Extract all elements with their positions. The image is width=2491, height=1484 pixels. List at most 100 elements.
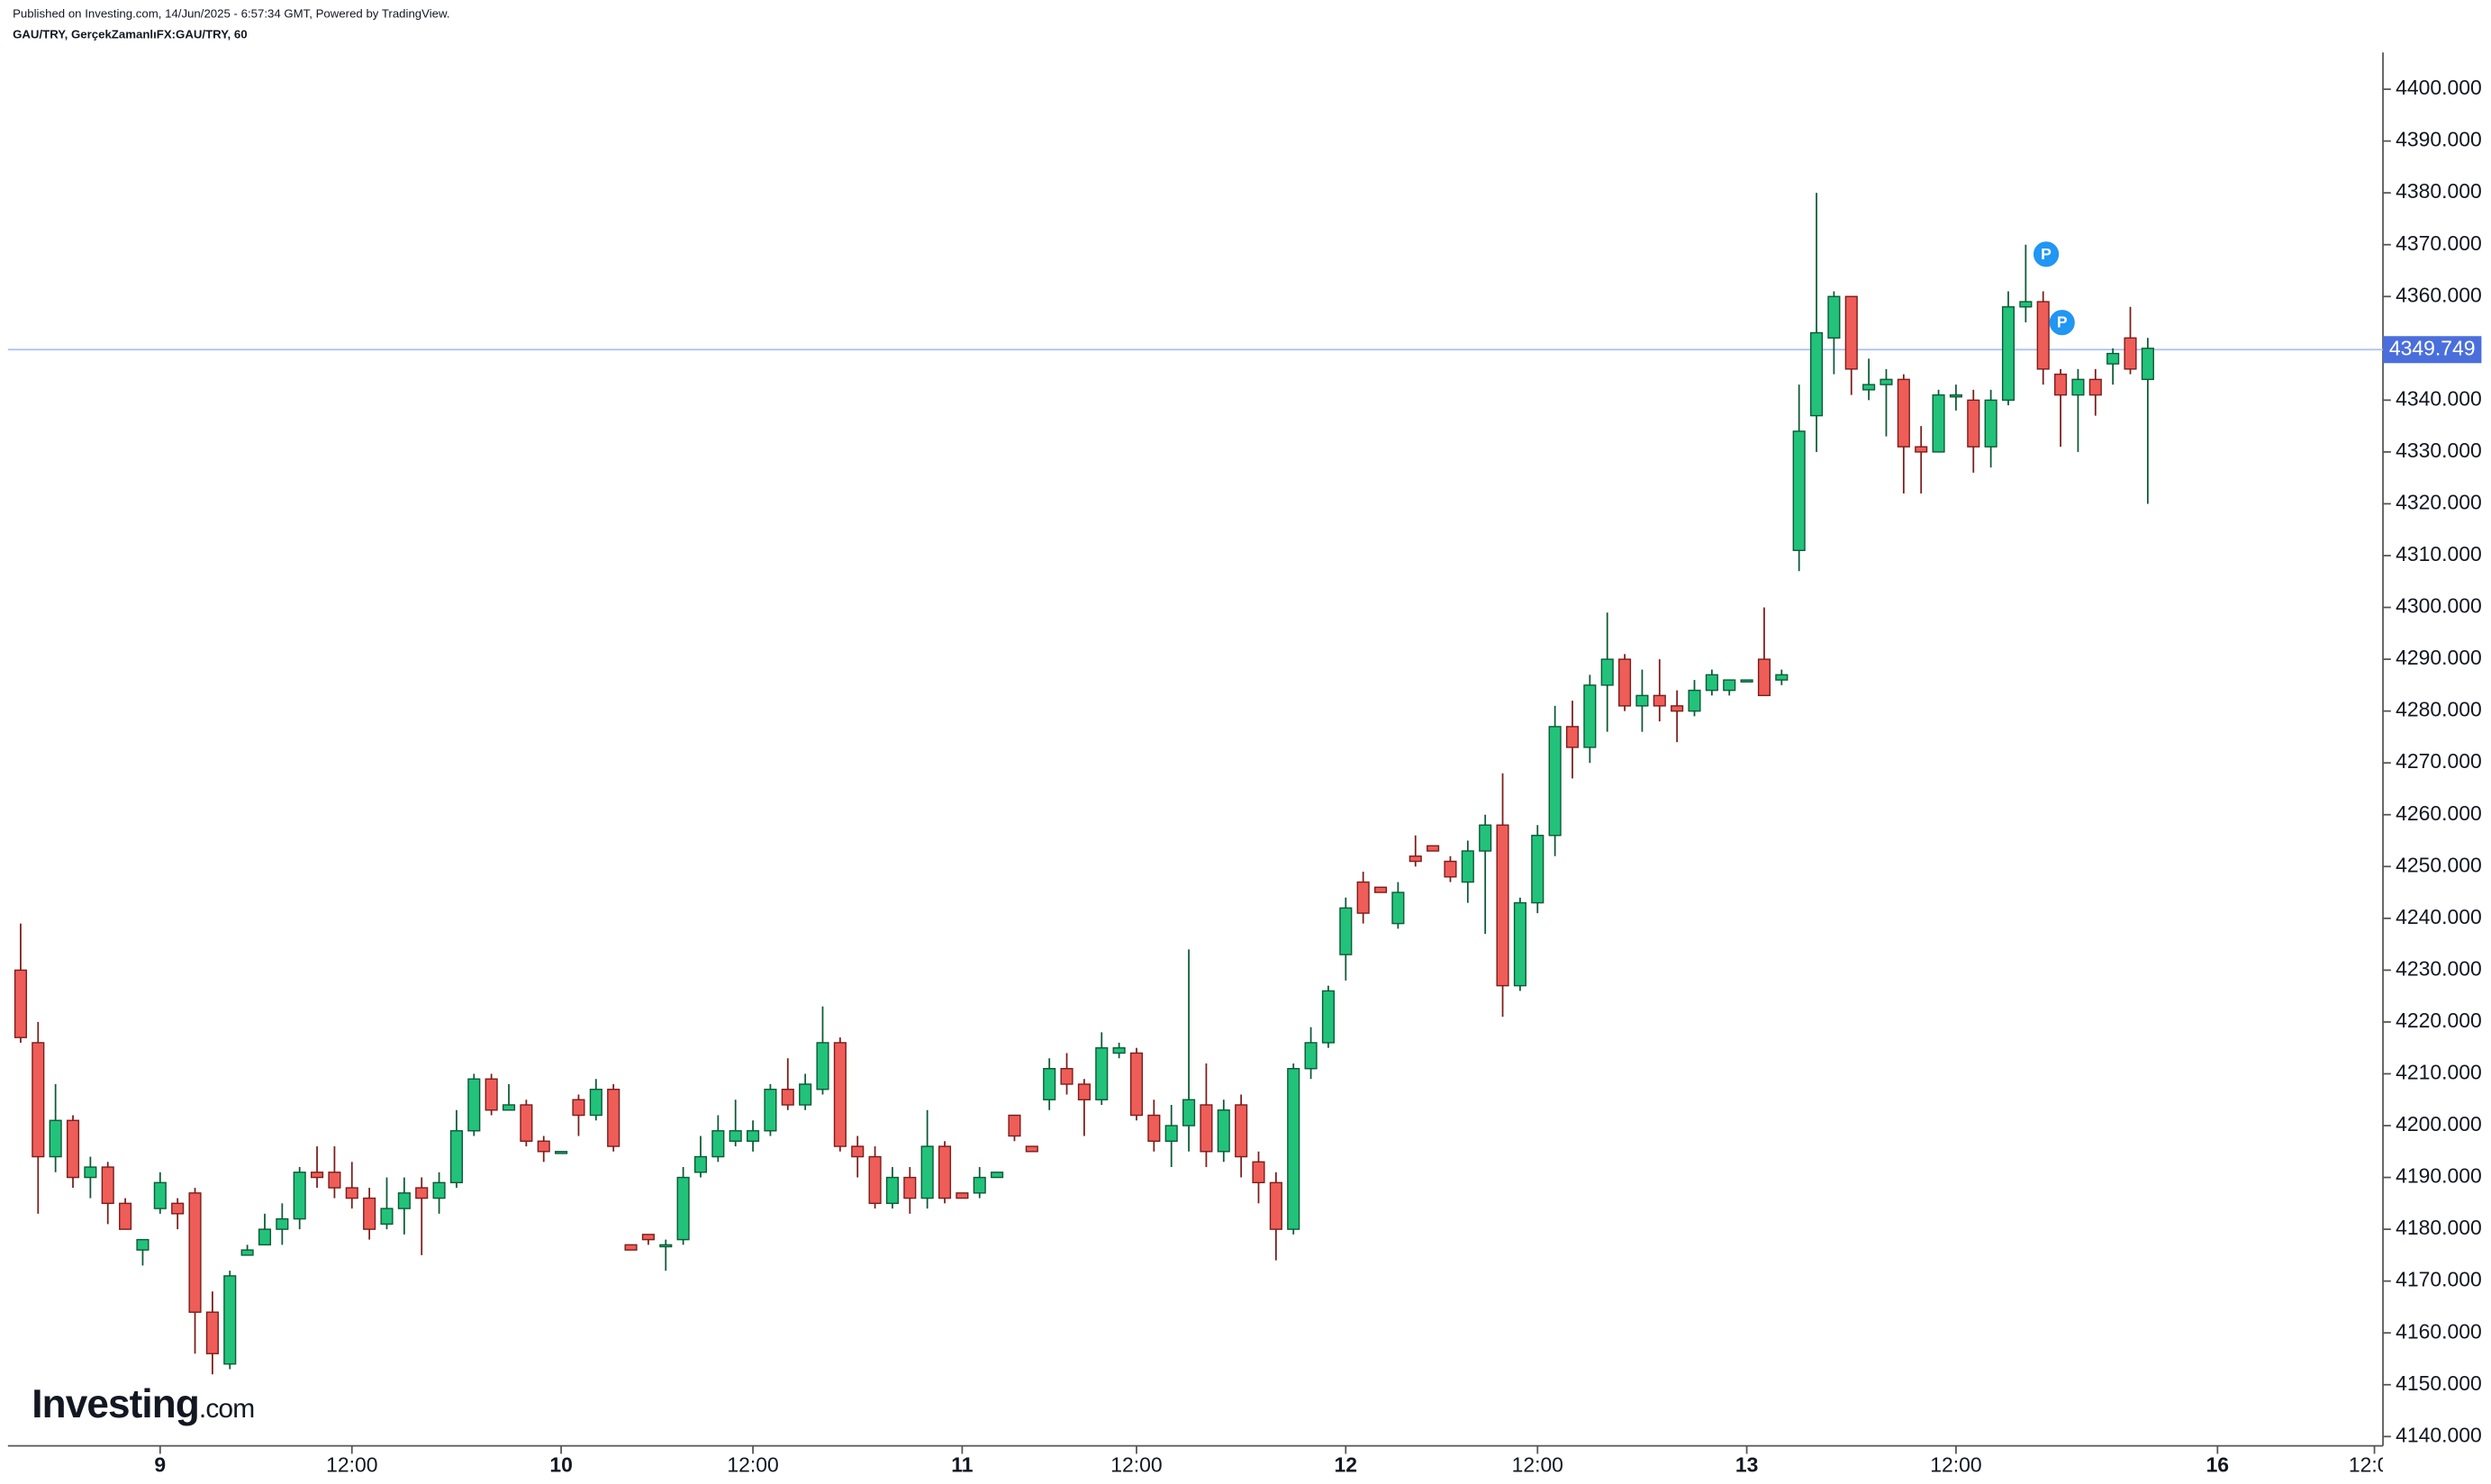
candle-body [1217, 1109, 1230, 1153]
candle-body [449, 1130, 463, 1184]
y-tick-label: 4320.000 [2396, 491, 2482, 514]
plot-area: 9 12:00 10 12:00 11 12:00 12 12:00 13 12:00 16 12:0… [7, 193, 2400, 1477]
candle-body [693, 1155, 708, 1173]
candle-body [868, 1155, 882, 1205]
y-tick-label: 4290.000 [2396, 646, 2482, 669]
y-tick-label: 4150.000 [2396, 1371, 2482, 1395]
candle-body [973, 1176, 986, 1194]
candle-body [2054, 373, 2068, 396]
candle-body [1461, 850, 1474, 883]
candle-body [1513, 901, 1526, 987]
candle-body [641, 1234, 655, 1241]
candle-body [205, 1311, 219, 1354]
candle-body [2141, 348, 2154, 381]
x-tick-label: 12:00 [2349, 1453, 2400, 1477]
candle-body [555, 1151, 568, 1154]
y-tick-label: 4380.000 [2396, 179, 2482, 203]
y-tick-label: 4260.000 [2396, 801, 2482, 825]
candle-body [676, 1176, 690, 1241]
candle-body [711, 1130, 725, 1158]
candle-body [293, 1172, 306, 1220]
candle-body [991, 1172, 1004, 1179]
y-tick-label: 4160.000 [2396, 1319, 2482, 1343]
candle-body [1757, 658, 1771, 697]
candle-body [1391, 891, 1405, 925]
candle-body [1688, 689, 1701, 712]
candle-body [1723, 679, 1736, 692]
candle-body [537, 1140, 550, 1153]
candle-body [1653, 694, 1666, 707]
candle-body [1200, 1104, 1213, 1153]
candle-body [1321, 990, 1336, 1044]
candle-body [1932, 394, 1945, 453]
marker-label: P [2041, 245, 2052, 263]
y-tick-label: 4390.000 [2396, 128, 2482, 151]
logo-suffix: .com [199, 1394, 254, 1424]
y-tick-label: 4240.000 [2396, 905, 2482, 928]
candle-body [1565, 726, 1580, 748]
candle-body [2019, 301, 2033, 308]
candle-body [84, 1166, 97, 1179]
candle-body [2106, 352, 2120, 365]
candle-body [1025, 1145, 1038, 1153]
y-tick-label: 4140.000 [2396, 1423, 2482, 1446]
y-tick-label: 4190.000 [2396, 1164, 2482, 1188]
candle-body [816, 1042, 829, 1090]
candle-body [1444, 860, 1457, 878]
candle-body [799, 1083, 812, 1106]
candle-body [747, 1130, 760, 1142]
candle-body [764, 1089, 777, 1132]
candle-body [432, 1181, 446, 1199]
chart-title: GAU/TRY, GerçekZamanlıFX:GAU/TRY, 60 [13, 27, 248, 41]
x-tick-label: 13 [1735, 1453, 1758, 1477]
x-tick-label: 12:00 [1110, 1453, 1162, 1477]
candle-body [1915, 446, 1928, 453]
candle-body [1705, 674, 1718, 692]
candle-body [589, 1089, 602, 1117]
candle-body [1809, 331, 1824, 417]
candle-body [66, 1119, 80, 1179]
candle-body [1043, 1068, 1056, 1100]
last-price-label: 4349.749 [2389, 336, 2476, 359]
y-tick-label: 4300.000 [2396, 594, 2482, 618]
candle-body [1373, 886, 1388, 893]
candle-body [1548, 726, 1562, 837]
y-tick-label: 4370.000 [2396, 231, 2482, 255]
candle-body [920, 1145, 934, 1199]
candle-body [1252, 1161, 1265, 1184]
candle-body [502, 1104, 516, 1111]
candle-body [1182, 1099, 1196, 1127]
candle-body [729, 1130, 742, 1142]
candle-body [607, 1089, 620, 1147]
candle-body [258, 1228, 272, 1246]
candle-body [1479, 824, 1492, 852]
y-tick-label: 4220.000 [2396, 1009, 2482, 1032]
candle-body [32, 1042, 45, 1158]
candle-body [851, 1145, 865, 1158]
candle-body [1880, 378, 1893, 385]
candle-body [171, 1202, 185, 1215]
y-tick-label: 4270.000 [2396, 749, 2482, 773]
candle-body [1775, 674, 1789, 681]
candle-body [1844, 295, 1858, 370]
candle-body [659, 1244, 673, 1248]
candle-body [1949, 394, 1962, 398]
marker-label: P [2057, 313, 2068, 331]
x-tick-label: 10 [549, 1453, 572, 1477]
candle-body [2036, 301, 2050, 370]
y-tick-label: 4360.000 [2396, 283, 2482, 306]
candle-body [328, 1172, 341, 1189]
marker [2033, 241, 2060, 267]
candle-body [345, 1187, 358, 1199]
y-tick-label: 4180.000 [2396, 1216, 2482, 1239]
logo: Investing.com [32, 1382, 254, 1426]
candle-body [1409, 855, 1422, 863]
candle-body [311, 1172, 324, 1179]
x-tick-label: 12 [1335, 1453, 1357, 1477]
x-tick-label: 9 [154, 1453, 166, 1477]
candle-body [2088, 378, 2102, 396]
candle-body [1269, 1181, 1282, 1230]
candle-body [1671, 705, 1684, 712]
x-tick-label: 12:00 [727, 1453, 778, 1477]
candle-body [2124, 337, 2137, 370]
